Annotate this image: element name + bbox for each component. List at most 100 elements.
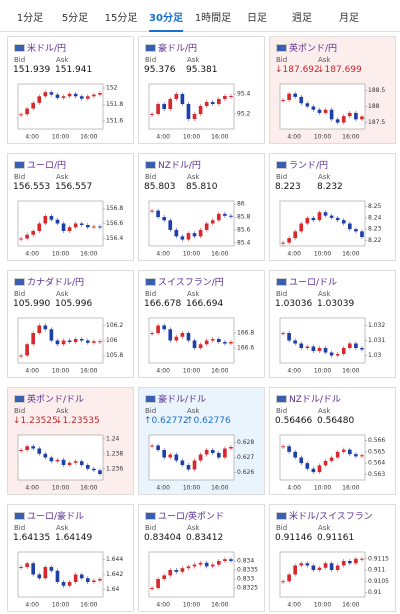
x-tick-label: 10:00 (183, 134, 200, 141)
pair-name[interactable]: スイスフラン/円 (158, 278, 224, 288)
rate-card: ユーロ/英ポンド Bid Ask 0.83404 0.83412 0.834 0.8335 0… (138, 504, 265, 612)
plot-area (148, 83, 235, 130)
pair-name[interactable]: カナダドル/円 (27, 278, 85, 288)
candle (186, 233, 191, 240)
timeframe-tab[interactable]: 5分足 (61, 13, 89, 24)
timeframe-tab[interactable]: 1時間足 (194, 13, 232, 24)
bid-label: Bid (14, 407, 26, 415)
y-tick-label: 151.6 (106, 117, 123, 124)
candle (210, 339, 215, 341)
flag-icon (145, 44, 156, 52)
timeframe-tab[interactable]: 月足 (339, 13, 359, 24)
rate-card: NZドル/円 Bid Ask 85.803 85.810 86 85.8 85.6 85.4 4:… (138, 153, 265, 261)
pair-name[interactable]: ユーロ/豪ドル (27, 512, 85, 522)
bid-value: 0.62772 (144, 416, 189, 426)
candle (174, 570, 179, 572)
candle (198, 562, 203, 565)
pair-name[interactable]: ユーロ/ドル (289, 278, 338, 288)
timeframe-tab[interactable]: 30分足 (149, 9, 183, 32)
pair-name[interactable]: NZドル/ドル (289, 395, 341, 405)
candle (305, 217, 310, 224)
candle (180, 568, 185, 572)
pair-name[interactable]: ユーロ/英ポンド (158, 512, 225, 522)
bid-value: 85.803 (144, 182, 176, 192)
candle (317, 348, 322, 351)
pair-name[interactable]: 米ドル/スイスフラン (289, 512, 373, 522)
timeframe-tab[interactable]: 1分足 (16, 13, 44, 24)
ask-label: Ask (187, 56, 200, 64)
candle (317, 567, 322, 570)
candle (317, 465, 322, 473)
pair-name[interactable]: NZドル/円 (158, 161, 201, 171)
candle (79, 574, 84, 579)
candle (198, 344, 203, 348)
ask-value: 187.699 (317, 65, 362, 75)
ask-value: 1.23535 (55, 416, 100, 426)
pair-name[interactable]: 英ポンド/円 (289, 44, 338, 54)
candle (168, 99, 173, 109)
ask-value: 105.996 (55, 299, 93, 309)
candle (198, 106, 203, 114)
y-tick-label: 85.8 (237, 214, 251, 221)
candle (37, 448, 42, 454)
candle (86, 225, 90, 228)
bid-value: 1.03036 (275, 299, 313, 309)
candle (79, 461, 84, 465)
candle (92, 468, 96, 471)
x-tick-label: 10:00 (52, 368, 69, 375)
candle (287, 93, 291, 101)
x-tick-label: 10:00 (183, 368, 200, 375)
bid-label: Bid (14, 524, 26, 532)
candle (186, 333, 191, 341)
pair-name[interactable]: 米ドル/円 (27, 44, 67, 54)
ask-label: Ask (187, 173, 200, 181)
candle (79, 339, 84, 341)
y-tick-label: 156.8 (106, 205, 123, 212)
candle (73, 93, 78, 97)
timeframe-tab[interactable]: 15分足 (104, 13, 138, 24)
y-tick-label: 1.032 (368, 322, 385, 329)
mini-chart: 8.25 8.24 8.23 8.22 4:00 10:00 16:00 (279, 200, 382, 258)
ask-value: 85.810 (186, 182, 218, 192)
y-tick-label: 0.563 (368, 471, 385, 478)
x-tick-label: 4:00 (156, 251, 170, 258)
candle (25, 108, 29, 115)
mini-chart: 0.9115 0.911 0.9105 0.91 4:00 10:00 16:00 (279, 551, 389, 609)
flag-icon (276, 512, 287, 520)
candle (311, 468, 316, 473)
candle (49, 329, 54, 341)
pair-name[interactable]: ユーロ/円 (27, 161, 67, 171)
candle (156, 325, 160, 333)
y-tick-label: 8.24 (368, 214, 382, 221)
candle (210, 564, 215, 567)
candle (229, 559, 233, 561)
pair-name[interactable]: ランド/円 (289, 161, 329, 171)
flag-icon (14, 161, 25, 169)
candle (223, 96, 227, 99)
bid-value: 0.91146 (275, 533, 313, 543)
y-tick-label: 188 (368, 103, 380, 110)
pair-name[interactable]: 豪ドル/ドル (158, 395, 207, 405)
pair-name[interactable]: 英ポンド/ドル (27, 395, 85, 405)
candle (86, 96, 90, 99)
pair-name[interactable]: 豪ドル/円 (158, 44, 198, 54)
mini-chart: 1.032 1.031 1.03 4:00 10:00 16:00 (279, 317, 385, 375)
candle (98, 93, 102, 95)
x-tick-label: 4:00 (25, 602, 39, 609)
candle (329, 215, 334, 218)
candle (67, 582, 72, 586)
candle (192, 340, 197, 348)
bid-value: 187.692 (275, 65, 320, 75)
y-tick-label: 156.4 (106, 235, 123, 242)
candle (198, 229, 203, 237)
candle (61, 223, 66, 231)
candle (49, 92, 54, 95)
timeframe-tab[interactable]: 日足 (247, 13, 267, 24)
candle (31, 102, 35, 109)
flag-icon (14, 395, 25, 403)
y-tick-label: 1.03 (368, 352, 382, 359)
bid-value: 1.23525 (13, 416, 58, 426)
timeframe-tab[interactable]: 週足 (292, 13, 312, 24)
